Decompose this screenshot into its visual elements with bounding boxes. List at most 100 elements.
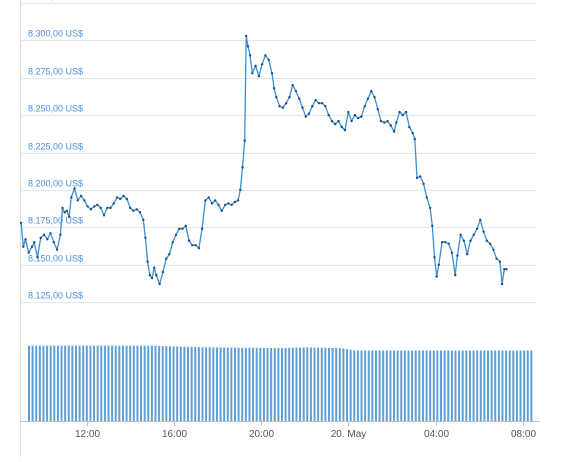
volume-bar — [93, 345, 96, 421]
volume-bar — [436, 350, 439, 421]
price-point — [301, 106, 304, 109]
price-point — [395, 121, 398, 124]
volume-bar — [288, 347, 291, 421]
price-point — [135, 208, 138, 211]
volume-bar — [219, 347, 222, 421]
price-point — [184, 224, 187, 227]
price-point — [431, 224, 434, 227]
price-point — [187, 239, 191, 242]
volume-bar — [425, 350, 428, 421]
volume-bar — [501, 350, 504, 421]
volume-bar — [440, 350, 443, 421]
volume-bar — [205, 347, 208, 421]
price-point — [83, 199, 86, 202]
volume-bar — [342, 348, 345, 421]
volume-bar — [331, 347, 334, 421]
volume-bar — [165, 346, 168, 421]
price-point — [334, 122, 337, 126]
price-point — [125, 197, 129, 201]
price-point — [482, 230, 485, 233]
price-point — [150, 276, 154, 280]
volume-bar — [244, 347, 247, 421]
price-point — [93, 205, 96, 208]
price-point — [191, 244, 194, 247]
price-point — [174, 233, 178, 236]
price-point — [350, 119, 353, 123]
price-point — [404, 110, 408, 114]
volume-bar — [262, 347, 265, 421]
price-point — [503, 268, 506, 271]
volume-bar — [179, 346, 182, 421]
price-point — [307, 112, 311, 115]
price-point — [24, 238, 27, 241]
price-point — [459, 233, 462, 236]
price-point — [204, 199, 207, 202]
x-tick-label: 12:00 — [75, 429, 100, 440]
price-point — [86, 205, 89, 208]
price-point — [272, 87, 276, 90]
price-point — [398, 110, 401, 114]
price-point — [214, 199, 217, 202]
volume-bar — [494, 350, 497, 421]
volume-bar — [28, 345, 30, 421]
price-point — [245, 34, 248, 38]
price-point — [251, 72, 254, 75]
price-point — [291, 84, 294, 87]
volume-bar — [60, 345, 63, 421]
volume-bar — [515, 350, 518, 421]
price-point — [27, 251, 30, 254]
price-point — [49, 232, 52, 235]
price-point — [178, 227, 181, 230]
price-point — [304, 115, 307, 118]
volume-bar — [346, 349, 349, 421]
price-point — [278, 105, 281, 108]
price-point — [401, 113, 404, 117]
price-point — [462, 239, 466, 242]
price-point — [376, 108, 379, 111]
price-point — [311, 105, 314, 108]
volume-bar — [277, 348, 280, 421]
volume-bar — [519, 350, 522, 421]
price-point — [73, 187, 76, 190]
y-tick-label: 8.125,00 US$ — [28, 291, 83, 301]
price-point — [132, 209, 135, 212]
price-point — [241, 166, 244, 169]
x-tick-label: 20. May — [331, 429, 367, 440]
price-point — [254, 64, 257, 68]
price-point — [337, 119, 340, 123]
price-point — [129, 206, 132, 210]
price-point — [466, 253, 469, 256]
volume-bar — [476, 350, 479, 421]
price-point — [422, 182, 425, 186]
price-point — [488, 242, 492, 245]
price-point — [171, 241, 174, 244]
volume-bar — [324, 347, 327, 421]
price-point — [42, 233, 46, 236]
volume-bar — [78, 345, 81, 421]
price-point — [46, 238, 49, 241]
volume-bar — [371, 350, 374, 421]
price-point — [413, 137, 416, 141]
volume-bar — [407, 350, 410, 421]
price-point — [148, 273, 151, 277]
price-point — [257, 75, 261, 78]
price-point — [144, 236, 147, 239]
price-point — [428, 206, 432, 210]
price-point — [320, 102, 324, 105]
price-point — [360, 115, 363, 118]
volume-bar — [212, 347, 215, 421]
volume-bar — [132, 345, 135, 421]
price-point — [243, 139, 246, 142]
volume-bar — [49, 345, 52, 421]
price-point — [347, 110, 350, 114]
volume-bar — [273, 348, 276, 421]
volume-bar — [223, 347, 226, 421]
price-point — [248, 54, 252, 57]
price-point — [52, 241, 55, 244]
volume-bar — [187, 346, 190, 421]
price-point — [425, 196, 428, 199]
volume-bar — [512, 350, 515, 421]
volume-bar — [125, 345, 128, 421]
price-point — [500, 282, 504, 286]
